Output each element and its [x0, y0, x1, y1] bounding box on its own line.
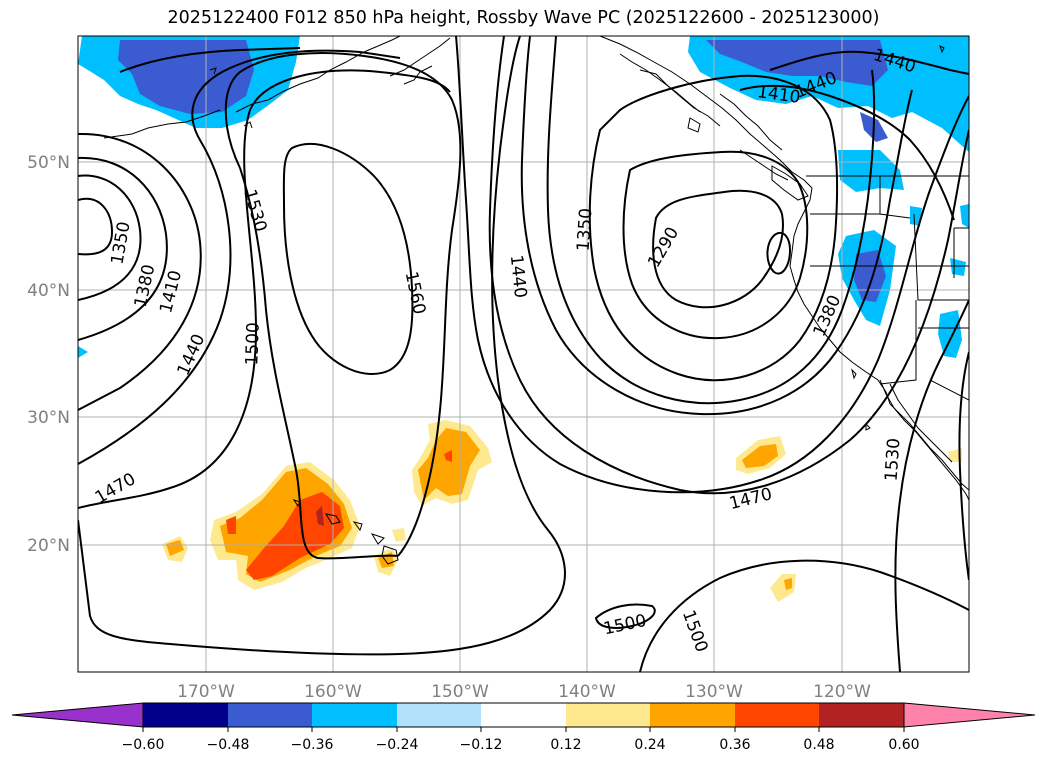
colorbar-segment: [566, 703, 650, 727]
contour-label: 1350: [574, 207, 597, 252]
colorbar-segment: [143, 703, 228, 727]
colorbar-tick-label: −0.48: [207, 737, 250, 753]
colorbar-tick-label: 0.36: [719, 737, 750, 753]
colorbar-segment: [819, 703, 904, 727]
latitude-labels: 50°N 40°N 30°N 20°N: [27, 153, 70, 556]
contour-label: 1440: [506, 254, 530, 299]
colorbar-segment: [312, 703, 397, 727]
colorbar-tick-label: −0.24: [376, 737, 419, 753]
lat-label: 20°N: [27, 536, 70, 556]
colorbar-tick-label: 0.48: [803, 737, 834, 753]
height-contours: [78, 36, 969, 672]
colorbar-tick-label: −0.12: [460, 737, 503, 753]
colorbar-tick-label: 0.12: [550, 737, 581, 753]
map-frame: [77, 35, 970, 673]
lon-label: 140°W: [558, 682, 616, 702]
lat-label: 50°N: [27, 153, 70, 173]
map-title: 2025122400 F012 850 hPa height, Rossby W…: [167, 8, 880, 28]
colorbar-segment: [228, 703, 312, 727]
lon-label: 120°W: [813, 682, 871, 702]
colorbar-tick-label: −0.60: [122, 737, 165, 753]
contour-label: 1500: [242, 322, 263, 366]
colorbar-tick-label: −0.36: [291, 737, 334, 753]
colorbar-tick-label: 0.60: [888, 737, 919, 753]
colorbar-segment: [397, 703, 481, 727]
longitude-labels: 170°W 160°W 150°W 140°W 130°W 120°W: [177, 682, 871, 702]
coastlines: [103, 36, 969, 565]
colorbar-extend-high: [903, 702, 1036, 728]
colorbar-segment: [735, 703, 819, 727]
contour-label: 1530: [882, 437, 905, 482]
colorbar-tick-label: 0.24: [634, 737, 665, 753]
colorbar-segment: [650, 703, 735, 727]
lat-label: 30°N: [27, 408, 70, 428]
lat-label: 40°N: [27, 281, 70, 301]
lon-label: 130°W: [685, 682, 743, 702]
colorbar-frame: [142, 702, 905, 728]
lon-label: 150°W: [431, 682, 489, 702]
colorbar-extend-low: [11, 702, 144, 728]
colorbar: −0.60 −0.48 −0.36 −0.24 −0.12 0.12 0.24 …: [11, 702, 1036, 753]
colorbar-segment: [481, 703, 566, 727]
graticule: [78, 36, 969, 672]
lon-label: 160°W: [304, 682, 362, 702]
lon-label: 170°W: [177, 682, 235, 702]
